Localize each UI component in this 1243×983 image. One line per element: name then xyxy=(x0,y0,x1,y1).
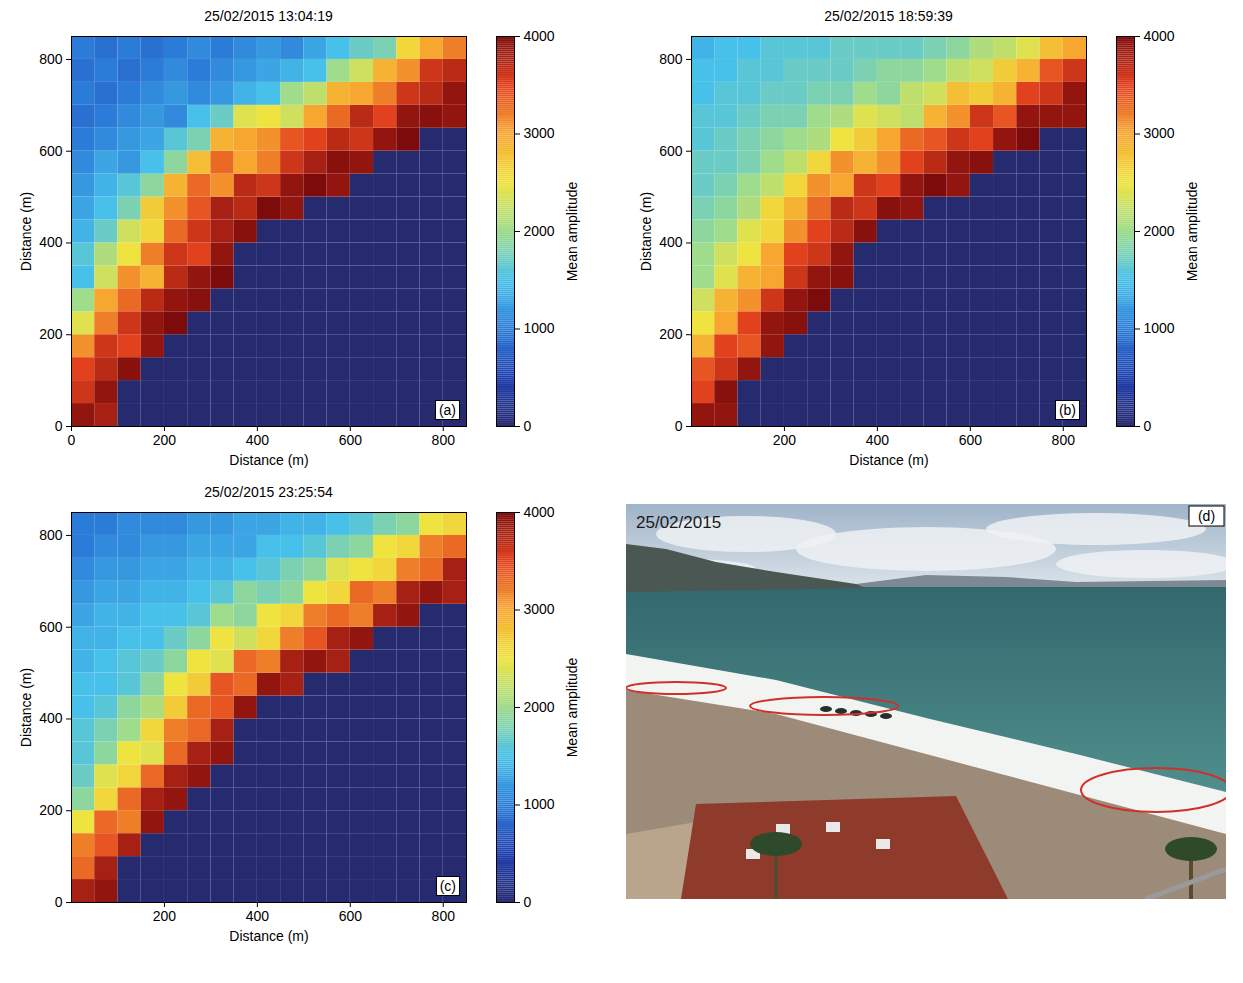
svg-text:600: 600 xyxy=(659,143,683,159)
svg-text:600: 600 xyxy=(339,908,363,924)
svg-text:800: 800 xyxy=(39,527,63,543)
html-text:(c): (c) xyxy=(439,878,456,894)
svg-text:200: 200 xyxy=(153,432,177,448)
svg-text:0: 0 xyxy=(524,894,532,910)
svg-text:0: 0 xyxy=(675,418,683,434)
svg-text:Distance (m): Distance (m) xyxy=(18,668,34,747)
svg-text:200: 200 xyxy=(153,908,177,924)
svg-text:Distance (m): Distance (m) xyxy=(229,452,308,468)
svg-text:2000: 2000 xyxy=(524,699,555,715)
svg-text:0: 0 xyxy=(55,418,63,434)
svg-text:Mean amplitude: Mean amplitude xyxy=(1184,181,1200,281)
svg-text:600: 600 xyxy=(39,143,63,159)
svg-text:0: 0 xyxy=(524,418,532,434)
svg-text:2000: 2000 xyxy=(524,223,555,239)
svg-text:Mean amplitude: Mean amplitude xyxy=(564,181,580,281)
svg-text:3000: 3000 xyxy=(1144,125,1175,141)
html-text:25/02/2015 18:59:39: 25/02/2015 18:59:39 xyxy=(824,8,953,24)
svg-text:200: 200 xyxy=(773,432,797,448)
svg-text:400: 400 xyxy=(39,234,63,250)
svg-text:0: 0 xyxy=(55,894,63,910)
svg-text:4000: 4000 xyxy=(1144,28,1175,44)
svg-text:Distance (m): Distance (m) xyxy=(638,192,654,271)
html-text:25/02/2015 13:04:19: 25/02/2015 13:04:19 xyxy=(204,8,333,24)
svg-text:800: 800 xyxy=(659,51,683,67)
html-text:(a): (a) xyxy=(438,402,456,418)
svg-text:3000: 3000 xyxy=(524,601,555,617)
svg-text:600: 600 xyxy=(339,432,363,448)
svg-text:200: 200 xyxy=(659,326,683,342)
svg-text:800: 800 xyxy=(39,51,63,67)
svg-text:1000: 1000 xyxy=(524,796,555,812)
svg-text:400: 400 xyxy=(246,908,270,924)
svg-text:400: 400 xyxy=(39,710,63,726)
html-text:25/02/2015 23:25:54: 25/02/2015 23:25:54 xyxy=(204,484,333,500)
svg-text:3000: 3000 xyxy=(524,125,555,141)
svg-text:4000: 4000 xyxy=(524,28,555,44)
svg-text:0: 0 xyxy=(68,432,76,448)
svg-text:400: 400 xyxy=(866,432,890,448)
svg-text:Distance (m): Distance (m) xyxy=(18,192,34,271)
html-text:(b): (b) xyxy=(1058,402,1076,418)
svg-text:25/02/2015: 25/02/2015 xyxy=(636,513,721,532)
svg-text:600: 600 xyxy=(959,432,983,448)
svg-text:800: 800 xyxy=(1052,432,1076,448)
svg-text:2000: 2000 xyxy=(1144,223,1175,239)
svg-text:800: 800 xyxy=(432,908,456,924)
svg-text:1000: 1000 xyxy=(524,320,555,336)
svg-text:4000: 4000 xyxy=(524,504,555,520)
svg-text:Distance (m): Distance (m) xyxy=(229,928,308,944)
svg-text:400: 400 xyxy=(246,432,270,448)
svg-text:800: 800 xyxy=(432,432,456,448)
svg-text:(d): (d) xyxy=(1198,508,1215,524)
svg-text:1000: 1000 xyxy=(1144,320,1175,336)
svg-text:0: 0 xyxy=(1144,418,1152,434)
svg-text:Distance (m): Distance (m) xyxy=(849,452,928,468)
svg-text:Mean amplitude: Mean amplitude xyxy=(564,657,580,757)
svg-text:600: 600 xyxy=(39,619,63,635)
svg-text:200: 200 xyxy=(39,326,63,342)
svg-text:200: 200 xyxy=(39,802,63,818)
svg-text:400: 400 xyxy=(659,234,683,250)
